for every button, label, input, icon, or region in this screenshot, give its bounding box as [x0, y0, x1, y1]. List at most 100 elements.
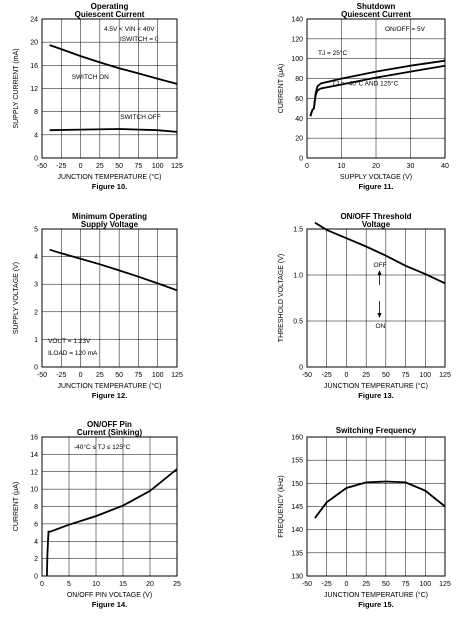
chart-title-line: Quiescent Current [341, 10, 411, 19]
y-tick-label: 145 [291, 504, 303, 511]
x-tick-label: 75 [402, 372, 410, 379]
x-tick-label: 125 [439, 581, 451, 588]
plot-frame [306, 228, 446, 368]
y-tick-label: 4 [34, 254, 38, 261]
y-tick-label: 1.5 [293, 227, 303, 234]
x-tick-label: -25 [322, 372, 332, 379]
x-tick-label: 75 [402, 581, 410, 588]
x-tick-label: 125 [171, 163, 183, 170]
chart-title-line: Switching Frequency [336, 426, 417, 435]
figure-caption: Figure 12. [92, 391, 127, 400]
chart-title-line: Operating [91, 2, 129, 11]
plot-frame [41, 18, 178, 159]
figure-caption: Figure 14. [92, 600, 127, 609]
y-tick-label: 16 [30, 63, 38, 70]
x-tick-label: 75 [135, 372, 143, 379]
x-tick-label: 40 [441, 163, 449, 170]
x-tick-label: 25 [362, 581, 370, 588]
y-tick-label: 0 [299, 156, 303, 163]
y-tick-label: 0 [34, 156, 38, 163]
y-tick-label: 12 [30, 469, 38, 476]
plot-frame [41, 228, 178, 368]
y-tick-label: 0.5 [293, 319, 303, 326]
x-tick-label: 10 [92, 581, 100, 588]
x-tick-label: 0 [40, 581, 44, 588]
x-tick-label: 100 [419, 581, 431, 588]
x-tick-label: 25 [173, 581, 181, 588]
annotation-text: ON [376, 323, 386, 330]
x-tick-label: 30 [407, 163, 415, 170]
y-tick-label: 4 [34, 539, 38, 546]
plot-frame [41, 436, 178, 577]
x-tick-label: 100 [419, 372, 431, 379]
chart-title-line: Minimum Operating [72, 212, 147, 221]
series-line [49, 128, 178, 133]
y-tick-label: 20 [295, 136, 303, 143]
y-tick-label: 140 [291, 527, 303, 534]
x-tick-label: 0 [344, 372, 348, 379]
x-tick-label: 5 [67, 581, 71, 588]
chart-title-line: Supply Voltage [81, 220, 139, 229]
on-arrow-head [377, 313, 382, 318]
y-axis-label: CURRENT (μA) [13, 482, 20, 531]
y-tick-label: 40 [295, 116, 303, 123]
y-tick-label: 20 [30, 40, 38, 47]
off-arrow-head [377, 270, 382, 275]
y-tick-label: 8 [34, 504, 38, 511]
x-tick-label: 100 [152, 163, 164, 170]
x-axis-label: JUNCTION TEMPERATURE (°C) [57, 173, 161, 181]
x-tick-label: 125 [171, 372, 183, 379]
annotation-text: OFF [374, 262, 387, 269]
series-label: SWITCH OFF [120, 114, 160, 121]
y-axis-label: FREQUENCY (kHz) [278, 475, 285, 537]
chart-title-line: Current (Sinking) [77, 428, 143, 437]
y-tick-label: 4 [34, 132, 38, 139]
y-tick-label: 14 [30, 452, 38, 459]
x-tick-label: 50 [115, 163, 123, 170]
annotation-text: ON/OFF = 5V [385, 26, 426, 33]
figure-caption: Figure 15. [358, 600, 393, 609]
y-axis-label: SUPPLY CURRENT (mA) [13, 48, 20, 128]
series-line [49, 248, 178, 292]
y-tick-label: 16 [30, 435, 38, 442]
y-tick-label: 140 [291, 17, 303, 24]
x-tick-label: 100 [152, 372, 164, 379]
x-tick-label: 20 [146, 581, 154, 588]
x-tick-label: -50 [37, 163, 47, 170]
y-tick-label: 60 [295, 96, 303, 103]
y-tick-label: 160 [291, 435, 303, 442]
annotation-text: ISWITCH = 0 [120, 36, 159, 43]
annotation-text: -40°C ≤ TJ ≤ 125°C [74, 443, 131, 451]
y-tick-label: 130 [291, 574, 303, 581]
chart-title-line: Voltage [362, 220, 391, 229]
x-tick-label: 0 [305, 163, 309, 170]
chart-title: Switching Frequency [336, 426, 417, 435]
y-tick-label: 1 [34, 337, 38, 344]
y-axis-label: SUPPLY VOLTAGE (V) [13, 262, 20, 334]
y-tick-label: 12 [30, 86, 38, 93]
y-axis-label: CURRENT (μA) [278, 64, 285, 113]
y-tick-label: 155 [291, 458, 303, 465]
x-tick-label: -50 [37, 372, 47, 379]
x-tick-label: 15 [119, 581, 127, 588]
y-tick-label: 10 [30, 487, 38, 494]
series-line [46, 468, 178, 577]
x-axis-label: JUNCTION TEMPERATURE (°C) [324, 591, 428, 599]
x-tick-label: 125 [439, 372, 451, 379]
x-tick-label: 25 [96, 163, 104, 170]
y-tick-label: 2 [34, 309, 38, 316]
y-tick-label: 5 [34, 227, 38, 234]
x-tick-label: -25 [56, 163, 66, 170]
x-tick-label: -25 [56, 372, 66, 379]
y-tick-label: 1.0 [293, 273, 303, 280]
x-tick-label: 0 [344, 581, 348, 588]
